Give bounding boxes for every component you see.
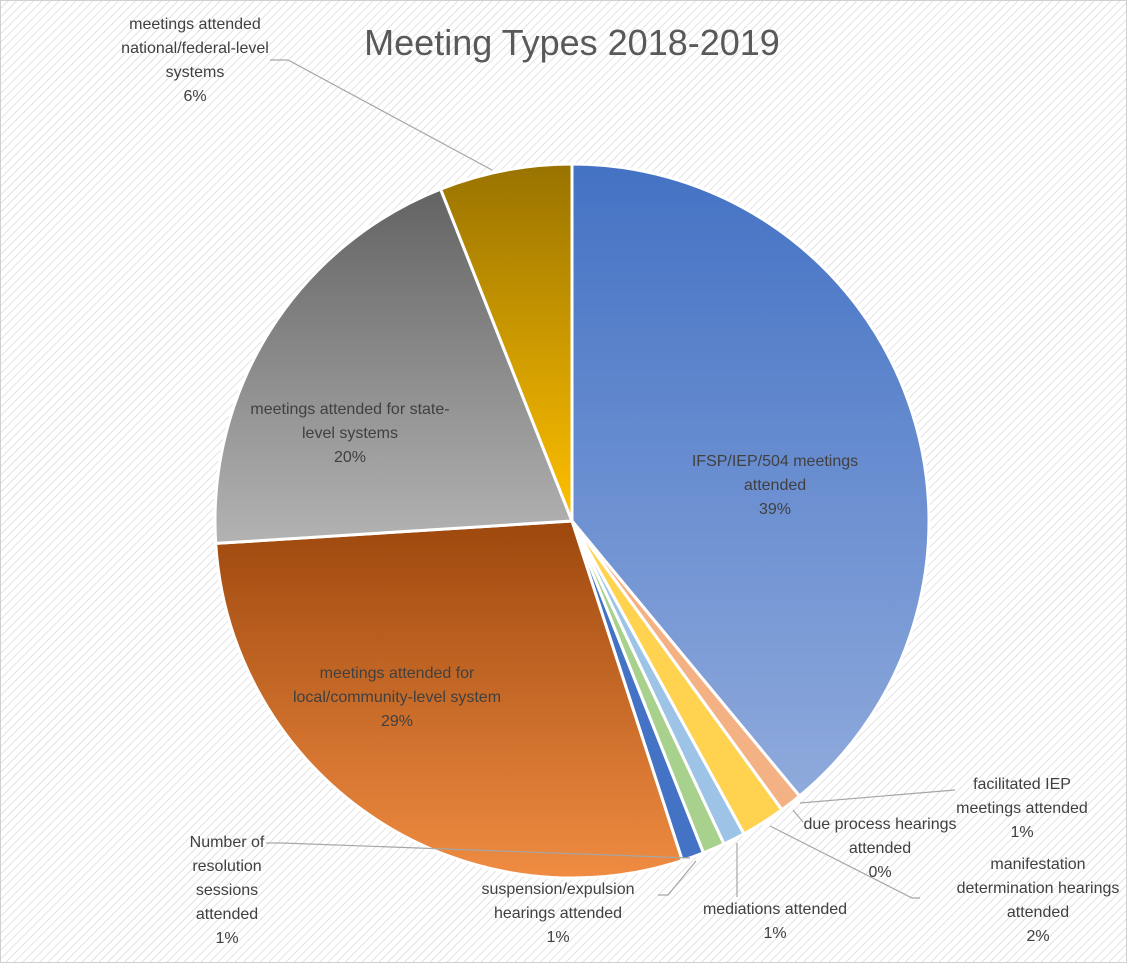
value-label: 20% — [333, 449, 367, 466]
value-label: 1% — [546, 929, 570, 946]
leader-line — [799, 789, 956, 804]
data-label: mediations attended 1% — [675, 898, 875, 946]
pie-slice — [213, 187, 574, 545]
pie — [213, 162, 931, 880]
category-label: meetings attended for state-level system… — [250, 401, 450, 442]
value-label: 39% — [758, 501, 792, 518]
pie-slice — [570, 162, 931, 798]
data-label: meetings attended national/federal-level… — [120, 13, 270, 109]
data-label: due process hearings attended 0% — [790, 813, 970, 885]
category-label: facilitated IEP meetings attended — [956, 776, 1088, 817]
pie-slice — [214, 519, 684, 880]
category-label: meetings attended national/federal-level… — [121, 16, 269, 81]
leader-line — [769, 825, 920, 899]
value-label: 1% — [215, 930, 239, 947]
leader-line — [270, 59, 493, 171]
pie-slice — [439, 162, 574, 523]
data-label: Number of resolution sessions attended 1% — [180, 831, 275, 951]
category-label: suspension/expulsion hearings attended — [481, 881, 635, 922]
data-label: facilitated IEP meetings attended 1% — [947, 773, 1097, 845]
leader-line — [266, 842, 691, 859]
leader-line — [792, 809, 804, 823]
value-label: 2% — [1026, 928, 1050, 945]
data-label: manifestation determination hearings att… — [943, 853, 1127, 949]
value-label: 6% — [183, 88, 207, 105]
value-label: 1% — [763, 925, 787, 942]
chart-title: Meeting Types 2018-2019 — [364, 22, 780, 63]
category-label: mediations attended — [702, 901, 848, 918]
data-label: meetings attended for state-level system… — [245, 398, 455, 470]
category-label: Number of resolution sessions attended — [189, 834, 265, 923]
category-label: manifestation determination hearings att… — [956, 856, 1120, 921]
data-label: meetings attended for local/community-le… — [292, 662, 502, 734]
leader-line — [658, 860, 697, 896]
category-label: due process hearings attended — [803, 816, 957, 857]
value-label: 1% — [1010, 824, 1034, 841]
value-label: 29% — [380, 713, 414, 730]
category-label: meetings attended for local/community-le… — [292, 665, 502, 706]
category-label: IFSP/IEP/504 meetings attended — [691, 453, 859, 494]
value-label: 0% — [868, 864, 892, 881]
data-label: IFSP/IEP/504 meetings attended 39% — [675, 450, 875, 522]
data-label: suspension/expulsion hearings attended 1% — [468, 878, 648, 950]
